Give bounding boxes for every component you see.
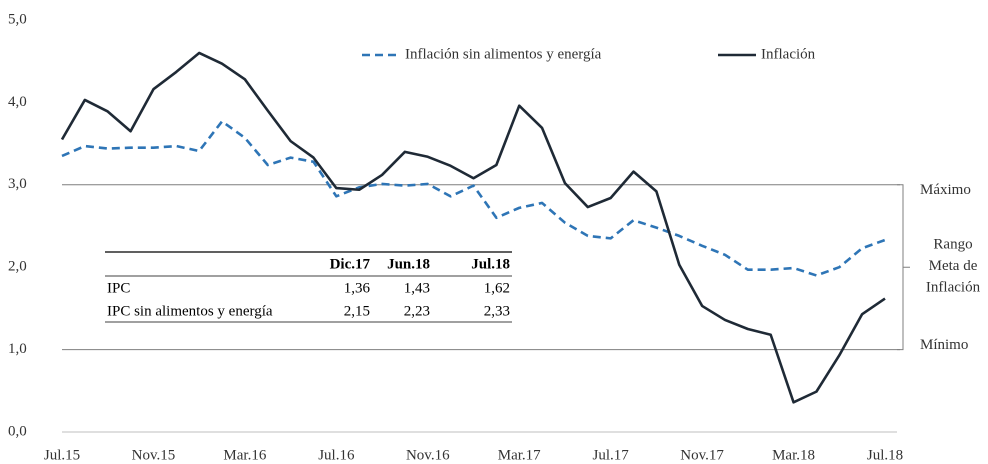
table-row-label: IPC sin alimentos y energía — [107, 303, 273, 319]
x-tick-label: Jul.17 — [593, 447, 630, 463]
y-tick-label: 2,0 — [8, 259, 27, 275]
y-tick-label: 1,0 — [8, 341, 27, 357]
range-bracket — [897, 184, 910, 351]
reference-label: Máximo — [920, 182, 971, 198]
x-tick-label: Mar.17 — [498, 447, 541, 463]
reference-label: Mínimo — [920, 337, 968, 353]
table-cell: 2,15 — [344, 303, 370, 319]
x-tick-label: Jul.16 — [318, 447, 355, 463]
legend-label: Inflación sin alimentos y energía — [405, 46, 602, 62]
x-tick-label: Mar.16 — [223, 447, 266, 463]
range-label: Meta de — [929, 258, 978, 274]
legend-label: Inflación — [761, 46, 816, 62]
series-line — [61, 120, 886, 277]
table-header: Jul.18 — [471, 256, 510, 272]
range-label: Rango — [933, 237, 972, 253]
x-tick-label: Jul.15 — [44, 447, 80, 463]
x-tick-label: Nov.17 — [680, 447, 724, 463]
table-cell: 1,43 — [404, 280, 430, 296]
x-tick-label: Jul.18 — [867, 447, 903, 463]
table-row-label: IPC — [107, 280, 130, 296]
table-cell: 2,23 — [404, 303, 430, 319]
table-cell: 1,62 — [484, 280, 510, 296]
y-tick-label: 4,0 — [8, 94, 27, 110]
range-label: Inflación — [926, 280, 981, 296]
x-tick-label: Nov.16 — [406, 447, 450, 463]
x-tick-label: Mar.18 — [772, 447, 815, 463]
x-tick-label: Nov.15 — [132, 447, 176, 463]
table-cell: 1,36 — [344, 280, 371, 296]
table-cell: 2,33 — [484, 303, 510, 319]
y-tick-label: 3,0 — [8, 176, 27, 192]
y-tick-label: 5,0 — [8, 11, 27, 27]
series-line — [60, 51, 886, 404]
table-header: Dic.17 — [330, 256, 371, 272]
y-tick-label: 0,0 — [8, 423, 27, 439]
table-header: Jun.18 — [387, 256, 430, 272]
